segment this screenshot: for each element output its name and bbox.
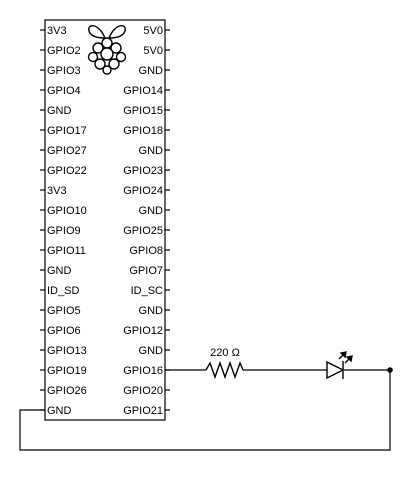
right-pin-label: GPIO23 <box>123 165 163 177</box>
left-pin-label: GPIO26 <box>47 385 87 397</box>
left-pin-header: 3V3 GPIO2 GPIO3 GPIO4 GND GPIO17 GPIO27 GPIO22 3… <box>40 25 87 417</box>
left-pin-label: GND <box>47 405 72 417</box>
left-pin-label: GND <box>47 265 72 277</box>
right-pin-label: GND <box>139 145 164 157</box>
left-pin-label: GPIO5 <box>47 305 81 317</box>
left-pin-label: GPIO17 <box>47 125 87 137</box>
left-pin-label: 3V3 <box>47 25 67 37</box>
led-icon <box>326 351 353 380</box>
right-pin-label: GND <box>139 65 164 77</box>
right-pin-label: 5V0 <box>143 45 163 57</box>
right-pin-label: GPIO8 <box>129 245 163 257</box>
left-pin-label: GPIO22 <box>47 165 87 177</box>
left-pin-label: 3V3 <box>47 185 67 197</box>
right-pin-label: ID_SC <box>131 285 163 297</box>
left-pin-label: GPIO19 <box>47 365 87 377</box>
left-pin-label: GND <box>47 105 72 117</box>
left-pin-label: GPIO4 <box>47 85 81 97</box>
right-pin-label: GPIO24 <box>123 185 163 197</box>
left-pin-label: GPIO10 <box>47 205 87 217</box>
right-pin-label: GPIO25 <box>123 225 163 237</box>
right-pin-label: GPIO12 <box>123 325 163 337</box>
right-pin-label: GPIO15 <box>123 105 163 117</box>
left-pin-label: GPIO13 <box>47 345 87 357</box>
left-pin-label: ID_SD <box>47 285 79 297</box>
right-pin-label: GPIO7 <box>129 265 163 277</box>
resistor-icon <box>205 360 244 380</box>
right-pin-label: GND <box>139 345 164 357</box>
raspberry-pi-logo-icon <box>87 25 127 75</box>
right-pin-label: GPIO14 <box>123 85 163 97</box>
right-pin-label: GPIO16 <box>123 365 163 377</box>
right-pin-label: GND <box>139 205 164 217</box>
right-pin-header: 5V0 5V0 GND GPIO14 GPIO15 GPIO18 GND GPIO23 GPIO… <box>123 25 170 417</box>
right-pin-label: GPIO18 <box>123 125 163 137</box>
left-pin-label: GPIO11 <box>47 245 86 257</box>
right-pin-label: GPIO20 <box>123 385 163 397</box>
right-pin-label: GPIO21 <box>123 405 163 417</box>
left-pin-label: GPIO9 <box>47 225 81 237</box>
ground-return-wire <box>19 370 391 451</box>
resistor-label: 220 Ω <box>210 347 240 359</box>
left-pin-label: GPIO3 <box>47 65 81 77</box>
left-pin-label: GPIO6 <box>47 325 81 337</box>
left-pin-label: GPIO27 <box>47 145 87 157</box>
right-pin-label: 5V0 <box>143 25 163 37</box>
right-pin-label: GND <box>139 305 164 317</box>
raspberry-pi-board <box>44 19 166 421</box>
left-pin-label: GPIO2 <box>47 45 81 57</box>
